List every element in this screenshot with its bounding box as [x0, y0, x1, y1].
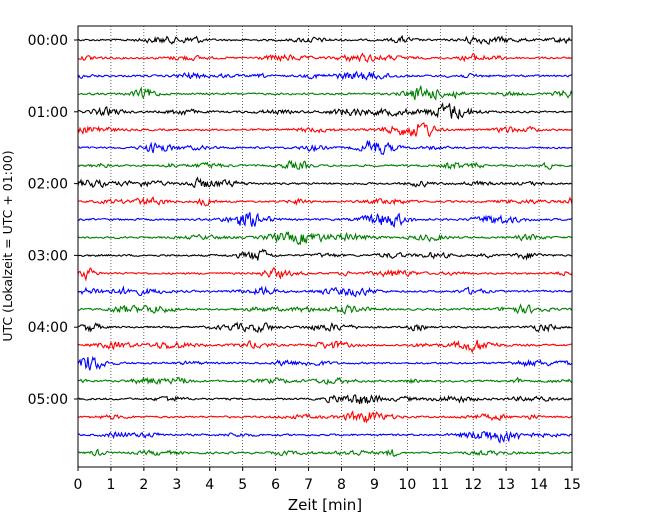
y-axis-ticks: 00:00 01:00 02:00 03:00 04:00 05:00 [28, 33, 78, 408]
x-tick-label-7: 7 [304, 477, 313, 493]
x-tick-label-13: 13 [497, 477, 515, 493]
seismic-traces [77, 34, 573, 458]
y-tick-label-0: 00:00 [28, 33, 68, 49]
trace-05:30 [77, 430, 573, 444]
x-tick-label-6: 6 [271, 477, 280, 493]
y-tick-label-3: 03:00 [28, 248, 68, 264]
x-tick-label-0: 0 [74, 477, 83, 493]
trace-05:15 [77, 410, 573, 424]
trace-01:00 [77, 102, 573, 120]
trace-03:15 [77, 267, 573, 282]
trace-01:30 [77, 139, 573, 156]
trace-03:30 [77, 285, 573, 298]
y-tick-label-2: 02:00 [28, 177, 68, 193]
x-tick-label-8: 8 [337, 477, 346, 493]
x-axis-ticks: 0 1 2 3 4 5 6 7 8 9 10 11 12 13 14 15 [74, 467, 581, 493]
trace-01:15 [77, 122, 573, 138]
x-tick-label-15: 15 [563, 477, 581, 493]
trace-02:45 [77, 231, 573, 246]
trace-00:30 [77, 70, 573, 81]
x-tick-label-5: 5 [238, 477, 247, 493]
x-tick-label-12: 12 [464, 477, 482, 493]
y-tick-label-1: 01:00 [28, 105, 68, 121]
x-axis-title: Zeit [min] [288, 496, 362, 514]
x-tick-label-3: 3 [172, 477, 181, 493]
trace-02:00 [77, 176, 573, 189]
trace-04:15 [77, 339, 573, 354]
y-tick-label-4: 04:00 [28, 320, 68, 336]
trace-00:00 [77, 34, 573, 45]
trace-04:30 [77, 355, 573, 371]
x-tick-label-14: 14 [530, 477, 548, 493]
trace-00:15 [77, 52, 573, 63]
trace-01:45 [77, 159, 573, 170]
trace-04:45 [77, 376, 573, 386]
trace-03:00 [77, 248, 573, 261]
y-tick-label-5: 05:00 [28, 392, 68, 408]
x-tick-label-1: 1 [106, 477, 115, 493]
x-tick-label-11: 11 [431, 477, 449, 493]
trace-04:00 [77, 321, 573, 334]
trace-02:15 [77, 196, 573, 207]
x-tick-label-9: 9 [370, 477, 379, 493]
trace-00:45 [77, 85, 573, 101]
trace-05:00 [77, 394, 573, 405]
y-axis-title: UTC (Lokalzeit = UTC + 01:00) [0, 150, 15, 341]
x-tick-label-10: 10 [398, 477, 416, 493]
trace-05:45 [77, 448, 573, 458]
trace-02:30 [78, 212, 573, 228]
plot-frame [77, 25, 573, 468]
trace-03:45 [77, 303, 573, 315]
x-tick-label-4: 4 [205, 477, 214, 493]
x-tick-label-2: 2 [139, 477, 148, 493]
